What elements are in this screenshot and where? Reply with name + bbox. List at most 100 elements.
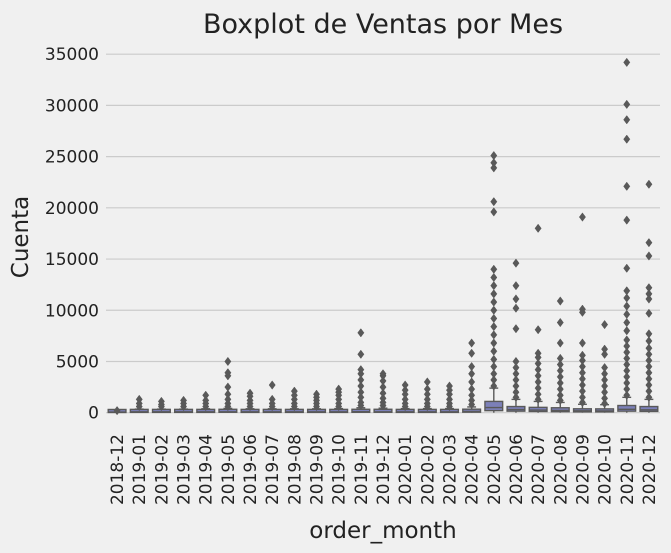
outlier-point: [645, 349, 653, 359]
outlier-point: [490, 322, 498, 332]
box-2018-12: [107, 406, 127, 416]
chart-title: Boxplot de Ventas por Mes: [203, 9, 563, 40]
outlier-point: [556, 366, 564, 376]
outlier-point: [512, 369, 520, 379]
outlier-point: [357, 381, 365, 391]
box-2019-10: [329, 384, 349, 414]
outlier-point: [468, 348, 476, 358]
outlier-point: [623, 181, 631, 191]
outlier-point: [601, 393, 609, 403]
box-2019-02: [151, 396, 171, 414]
outlier-point: [623, 335, 631, 345]
outlier-point: [645, 368, 653, 378]
outlier-point: [446, 394, 453, 404]
outlier-point: [357, 375, 365, 385]
box-2019-03: [173, 395, 194, 414]
box-2019-12: [373, 369, 393, 413]
outlier-point: [601, 381, 609, 391]
outlier-point: [446, 381, 453, 391]
box-2020-03: [439, 381, 460, 414]
box-series: [107, 57, 659, 416]
outlier-point: [645, 355, 653, 366]
outlier-point: [623, 341, 631, 351]
outlier-point: [490, 338, 498, 348]
outlier-point: [512, 356, 520, 367]
outlier-point: [645, 238, 653, 248]
outlier-point: [246, 388, 254, 398]
outlier-point: [645, 374, 653, 384]
x-tick-label: 2019-04: [197, 434, 217, 505]
outlier-point: [468, 377, 476, 387]
x-tick-label: 2019-10: [330, 434, 350, 505]
outlier-point: [490, 207, 498, 217]
outlier-point: [534, 383, 542, 393]
outlier-point: [490, 197, 498, 207]
outlier-point: [623, 134, 631, 144]
outlier-point: [534, 348, 542, 358]
outlier-point: [645, 294, 653, 304]
outlier-point: [578, 350, 586, 360]
outlier-point: [490, 354, 498, 365]
outlier-point: [645, 380, 653, 390]
outlier-point: [490, 289, 498, 299]
x-tick-label: 2020-12: [640, 434, 660, 505]
outlier-point: [623, 215, 631, 225]
outlier-point: [534, 377, 542, 387]
outlier-point: [556, 338, 564, 348]
outlier-point: [556, 353, 564, 364]
outlier-point: [623, 326, 631, 336]
x-tick-label: 2020-02: [418, 434, 438, 505]
x-tick-label: 2019-09: [308, 434, 328, 505]
outlier-point: [578, 380, 586, 390]
outlier-point: [268, 394, 276, 404]
outlier-point: [556, 317, 564, 328]
outlier-point: [623, 390, 631, 400]
outlier-point: [601, 369, 609, 379]
outlier-point: [556, 390, 564, 400]
y-tick-label: 20000: [45, 199, 99, 219]
outlier-point: [645, 251, 653, 261]
x-tick-label: 2018-12: [108, 434, 128, 505]
y-axis-ticks: 0 5000 10000 15000 20000 25000 30000 35000: [45, 45, 99, 423]
x-tick-label: 2020-01: [396, 434, 416, 505]
outlier-point: [512, 387, 520, 397]
outlier-point: [512, 363, 520, 373]
box-2019-07: [262, 380, 282, 414]
outlier-point: [578, 304, 586, 314]
outlier-point: [534, 223, 542, 233]
box-2019-11: [351, 328, 371, 413]
outlier-point: [578, 368, 586, 378]
box-2020-01: [395, 380, 415, 414]
outlier-point: [379, 382, 387, 392]
outlier-point: [556, 372, 564, 382]
outlier-point: [645, 361, 653, 372]
outlier-point: [623, 353, 631, 364]
outlier-point: [534, 389, 542, 399]
outlier-point: [578, 212, 586, 222]
outlier-point: [578, 392, 586, 402]
outlier-point: [645, 392, 653, 402]
x-tick-label: 2019-07: [263, 434, 283, 505]
outlier-point: [490, 361, 498, 372]
outlier-point: [601, 363, 609, 373]
outlier-point: [401, 380, 409, 390]
x-axis-label: order_month: [309, 518, 456, 544]
box-2020-10: [595, 319, 615, 413]
outlier-point: [645, 283, 653, 293]
outlier-point: [601, 319, 609, 330]
box: [462, 408, 482, 413]
y-axis-label: Cuenta: [8, 196, 34, 278]
outlier-point: [379, 388, 387, 398]
outlier-point: [490, 305, 498, 315]
box-2020-07: [528, 223, 548, 413]
outlier-point: [357, 392, 365, 402]
outlier-point: [578, 397, 586, 408]
box: [639, 405, 659, 413]
box-2020-09: [572, 212, 593, 413]
outlier-point: [623, 286, 631, 296]
outlier-point: [379, 393, 387, 403]
outlier-point: [357, 397, 365, 408]
outlier-point: [468, 369, 476, 379]
outlier-point: [490, 158, 498, 168]
